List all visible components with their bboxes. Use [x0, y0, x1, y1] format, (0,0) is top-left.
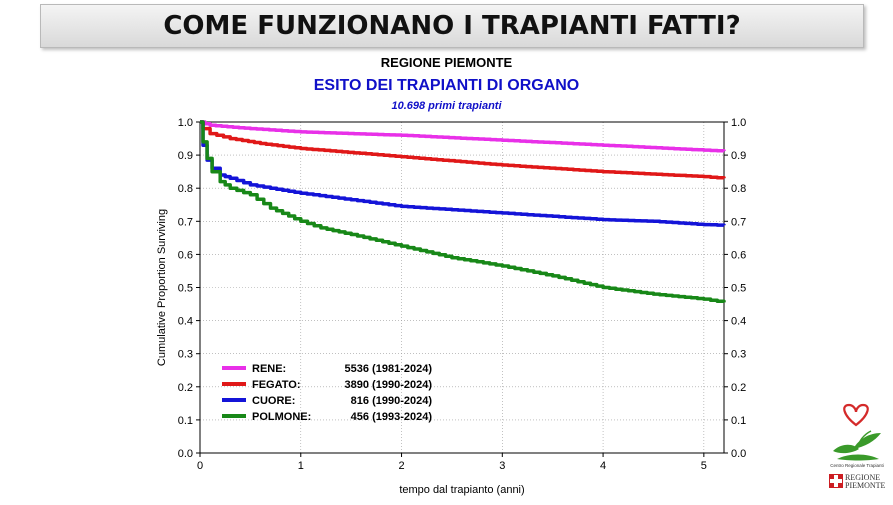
- y-tick-label-right: 0.3: [731, 349, 746, 361]
- chart-title: ESITO DEI TRAPIANTI DI ORGANO: [313, 77, 580, 94]
- series-line-cuore: [200, 120, 726, 227]
- regione-logo-text: REGIONE PIEMONTE: [845, 473, 886, 490]
- y-tick-label-right: 0.8: [731, 183, 746, 195]
- y-tick-label-right: 0.1: [731, 415, 746, 427]
- y-tick-label-left: 0.9: [178, 150, 193, 162]
- x-tick-label: 2: [398, 460, 404, 472]
- y-tick-label-right: 0.6: [731, 249, 746, 261]
- y-tick-label-left: 0.6: [178, 249, 193, 261]
- legend-detail: 456 (1993-2024): [351, 411, 433, 423]
- y-tick-label-right: 1.0: [731, 117, 746, 129]
- y-axis-label: Cumulative Proportion Surviving: [156, 209, 168, 366]
- series-line-rene: [200, 120, 726, 153]
- y-tick-label-left: 0.8: [178, 183, 193, 195]
- x-tick-label: 5: [701, 460, 707, 472]
- y-tick-label-left: 0.3: [178, 349, 193, 361]
- y-tick-label-right: 0.4: [731, 316, 746, 328]
- x-tick-label: 1: [298, 460, 304, 472]
- legend-label: POLMONE:: [252, 411, 311, 423]
- y-tick-label-right: 0.9: [731, 150, 746, 162]
- legend-detail: 3890 (1990-2024): [345, 379, 433, 391]
- y-tick-label-left: 0.2: [178, 382, 193, 394]
- y-tick-label-right: 0.7: [731, 216, 746, 228]
- centro-trapianti-logo: [833, 403, 881, 461]
- x-tick-label: 0: [197, 460, 203, 472]
- legend-detail: 5536 (1981-2024): [345, 363, 433, 375]
- y-tick-label-right: 0.2: [731, 382, 746, 394]
- regione-flag-icon: [829, 474, 843, 488]
- series-line-polmone: [200, 120, 726, 304]
- y-tick-label-left: 0.4: [178, 316, 193, 328]
- series-line-fegato: [200, 120, 726, 180]
- y-tick-label-right: 0.0: [731, 448, 746, 460]
- legend-label: CUORE:: [252, 395, 295, 407]
- y-tick-label-left: 0.1: [178, 415, 193, 427]
- legend-label: FEGATO:: [252, 379, 300, 391]
- chart-region-label: REGIONE PIEMONTE: [380, 55, 513, 70]
- x-axis-label: tempo dal trapianto (anni): [399, 484, 524, 496]
- y-tick-label-left: 1.0: [178, 117, 193, 129]
- y-tick-label-right: 0.5: [731, 283, 746, 295]
- page-title: COME FUNZIONANO I TRAPIANTI FATTI?: [163, 11, 741, 41]
- logo-caption: Centro Regionale Trapianti: [830, 463, 884, 468]
- y-tick-label-left: 0.7: [178, 216, 193, 228]
- title-banner: COME FUNZIONANO I TRAPIANTI FATTI?: [40, 4, 864, 48]
- x-tick-label: 3: [499, 460, 505, 472]
- legend-detail: 816 (1990-2024): [351, 395, 433, 407]
- y-tick-label-left: 0.0: [178, 448, 193, 460]
- x-tick-label: 4: [600, 460, 606, 472]
- legend-label: RENE:: [252, 363, 286, 375]
- y-tick-label-left: 0.5: [178, 283, 193, 295]
- chart-subtitle: 10.698 primi trapianti: [391, 100, 502, 112]
